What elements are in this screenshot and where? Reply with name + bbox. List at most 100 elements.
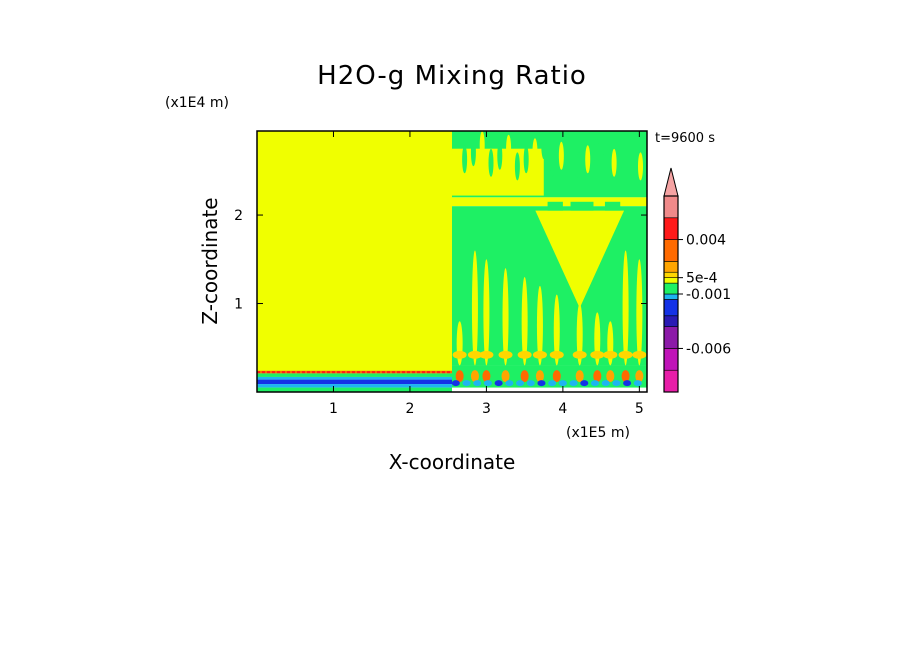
plume <box>636 259 643 366</box>
plume <box>622 250 629 366</box>
surface-speckle <box>612 380 621 387</box>
surface-speckle <box>494 380 503 387</box>
y-axis: 12 <box>234 208 647 313</box>
colorbar-tick-label: 0.004 <box>686 233 726 249</box>
wave-streak <box>620 141 626 170</box>
wave-streak <box>470 138 476 167</box>
plume <box>471 250 478 366</box>
field-region-left-domain <box>257 131 452 373</box>
wave-streak <box>611 148 617 177</box>
wave-streak <box>479 131 485 160</box>
plume <box>502 268 509 366</box>
chart-title: H2O-g Mixing Ratio <box>317 61 587 91</box>
plume-core <box>455 370 464 383</box>
colorbar-level <box>663 299 679 317</box>
wave-streak <box>462 145 468 174</box>
x-tick-label: 5 <box>635 401 644 417</box>
surface-speckle <box>558 380 567 387</box>
plume-core <box>520 370 529 383</box>
wave-streak <box>594 138 600 167</box>
plot-frame <box>256 130 648 393</box>
wave-streak <box>638 152 643 181</box>
surface-speckle <box>537 380 546 387</box>
y-axis-label: Z-coordinate <box>198 197 222 324</box>
colorbar-level <box>663 271 679 278</box>
band-gap <box>570 201 594 211</box>
wave-streak <box>523 145 529 174</box>
plume-head <box>572 350 587 359</box>
surface-speckle <box>569 380 578 387</box>
wave-streak <box>506 134 512 163</box>
surface-speckle <box>580 380 589 387</box>
surface-speckle <box>516 380 525 387</box>
plume <box>521 276 528 366</box>
x-axis: 1 2 3 4 5 <box>329 131 644 417</box>
x-tick-label: 4 <box>558 401 567 417</box>
colorbar-level <box>663 369 679 393</box>
plume-head <box>517 350 532 359</box>
band-gap <box>547 201 563 211</box>
plume-head <box>479 350 494 359</box>
plume-core <box>575 370 584 383</box>
band-gap <box>604 201 621 211</box>
colorbar-level <box>663 315 679 327</box>
y-tick-label: 1 <box>234 297 243 313</box>
surface-layer <box>257 376 452 380</box>
wave-streak <box>576 152 582 181</box>
wave-streak <box>585 145 591 174</box>
colorbar-tick-label: 5e-4 <box>686 271 718 287</box>
surface-speckle <box>483 380 492 387</box>
surface-speckle <box>462 380 471 387</box>
x-tick-label: 3 <box>482 401 491 417</box>
plume-core <box>593 370 602 383</box>
plume <box>483 259 490 366</box>
surface-speckle <box>451 380 460 387</box>
wave-streak <box>497 141 503 170</box>
colorbar-level <box>663 326 679 349</box>
plume-core <box>606 370 615 383</box>
surface-speckle <box>526 380 535 387</box>
colorbar-level <box>663 239 679 262</box>
wave-streak <box>514 152 520 181</box>
surface-layer <box>257 379 452 385</box>
heatmap-field <box>257 131 647 392</box>
x-unit-label: (x1E5 m) <box>566 425 630 441</box>
time-label: t=9600 s <box>655 131 715 146</box>
surface-speckle <box>548 380 557 387</box>
plume-head <box>549 350 564 359</box>
surface-layer <box>257 387 452 392</box>
surface-speckle <box>623 380 632 387</box>
wave-streak <box>602 131 608 160</box>
plume-head <box>632 350 647 359</box>
plume-head <box>532 350 547 359</box>
plume-core <box>501 370 510 383</box>
plume-core <box>470 370 479 383</box>
plume-core <box>635 370 644 383</box>
plume <box>576 303 583 366</box>
colorbar-level <box>663 282 679 295</box>
wave-streak <box>550 148 556 177</box>
y-unit-label: (x1E4 m) <box>165 95 229 111</box>
plume-head <box>618 350 633 359</box>
surface-layer <box>257 384 452 388</box>
plume-head <box>498 350 513 359</box>
wave-streak <box>541 131 547 160</box>
x-tick-label: 2 <box>405 401 414 417</box>
plume <box>536 285 543 366</box>
colorbar-level <box>663 261 679 273</box>
x-axis-label: X-coordinate <box>389 450 516 474</box>
plume <box>553 294 560 366</box>
plume-head <box>452 350 467 359</box>
plume-core <box>552 370 561 383</box>
colorbar-level <box>663 277 679 284</box>
wave-streak <box>567 134 573 163</box>
plume-head <box>590 350 605 359</box>
surface-layer <box>257 373 452 377</box>
wave-streak <box>629 134 635 163</box>
colorbar-level <box>663 195 679 219</box>
surface-speckle <box>601 380 610 387</box>
colorbar-level <box>663 348 679 371</box>
colorbar-tick-label: -0.006 <box>686 341 731 357</box>
surface-speckle <box>633 380 642 387</box>
